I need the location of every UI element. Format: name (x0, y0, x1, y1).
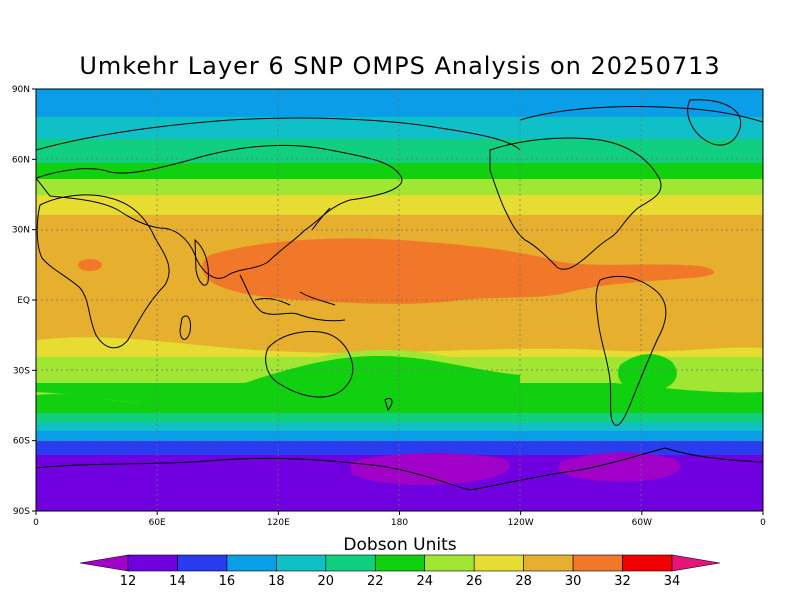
tropical-maximum (202, 238, 714, 304)
lat-tick-label: 60N (12, 155, 30, 165)
colorbar-label: 30 (565, 574, 582, 589)
colorbar-swatch (276, 554, 327, 572)
colorbar-swatch (374, 554, 426, 572)
lon-tick-label: 0 (33, 518, 39, 528)
graticule (36, 89, 763, 511)
colorbar-label: 20 (318, 574, 335, 589)
colorbar-swatch (622, 554, 673, 572)
colorbar-swatch (572, 554, 623, 572)
lat-tick-label: 90S (13, 507, 30, 517)
lon-tick-label: 120W (508, 518, 534, 528)
colorbar-swatch (127, 554, 178, 572)
colorbar-swatch (523, 554, 574, 572)
colorbar: 12 14 16 18 20 22 24 26 28 30 32 34 (79, 554, 721, 589)
colorbar-lower-triangle (79, 554, 129, 572)
colorbar-swatch (177, 554, 228, 572)
band-63s (36, 441, 763, 455)
colorbar-label: 14 (169, 574, 186, 589)
band-52n (36, 179, 763, 195)
band-53s (36, 413, 763, 423)
band-62n (36, 163, 763, 179)
minimum-atlantic (558, 452, 681, 482)
latitude-axis: 90N 60N 30N EQ 30S 60S 90S (12, 85, 36, 517)
lon-tick-label: 60E (149, 518, 166, 528)
band-60s (36, 431, 763, 441)
band-polar-north (36, 89, 763, 117)
colorbar-label: 24 (416, 574, 433, 589)
colorbar-swatch (325, 554, 376, 572)
lat-tick-label: 60S (13, 437, 30, 447)
colorbar-swatch (424, 554, 475, 572)
lon-tick-label: 60W (632, 518, 652, 528)
colorbar-title: Dobson Units (343, 535, 457, 555)
longitude-axis: 0 60E 120E 180 120W 60W 0 (33, 511, 766, 528)
lat-tick-label: 30N (12, 226, 30, 236)
lon-tick-label: 120E (267, 518, 290, 528)
colorbar-label: 16 (219, 574, 236, 589)
lat-tick-label: EQ (17, 296, 30, 306)
colorbar-label: 22 (367, 574, 384, 589)
colorbar-upper-triangle (671, 554, 721, 572)
colorbar-label: 26 (466, 574, 483, 589)
colorbar-label: 32 (614, 574, 631, 589)
colorbar-label: 12 (120, 574, 137, 589)
map-title: Umkehr Layer 6 SNP OMPS Analysis on 2025… (79, 52, 721, 80)
band-56s (36, 423, 763, 431)
minimum-pacific (350, 453, 510, 485)
colorbar-swatch (226, 554, 277, 572)
coastlines (36, 99, 763, 491)
lat-tick-label: 90N (12, 85, 30, 95)
colorbar-label: 28 (515, 574, 532, 589)
colorbar-label: 34 (664, 574, 681, 589)
lon-tick-label: 0 (760, 518, 766, 528)
ozone-field (36, 89, 763, 511)
lon-tick-label: 180 (391, 518, 408, 528)
band-subpolar-north (36, 117, 763, 139)
colorbar-label: 18 (268, 574, 285, 589)
band-highlat-north (36, 139, 763, 163)
colorbar-swatch (473, 554, 524, 572)
lat-tick-label: 30S (13, 366, 30, 376)
